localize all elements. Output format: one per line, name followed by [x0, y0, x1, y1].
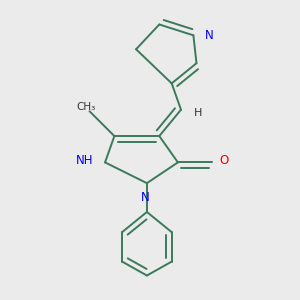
Text: CH₃: CH₃ [77, 102, 96, 112]
Text: NH: NH [76, 154, 94, 167]
Text: O: O [220, 154, 229, 167]
Text: N: N [141, 190, 150, 204]
Text: H: H [194, 108, 202, 118]
Text: N: N [205, 29, 213, 42]
